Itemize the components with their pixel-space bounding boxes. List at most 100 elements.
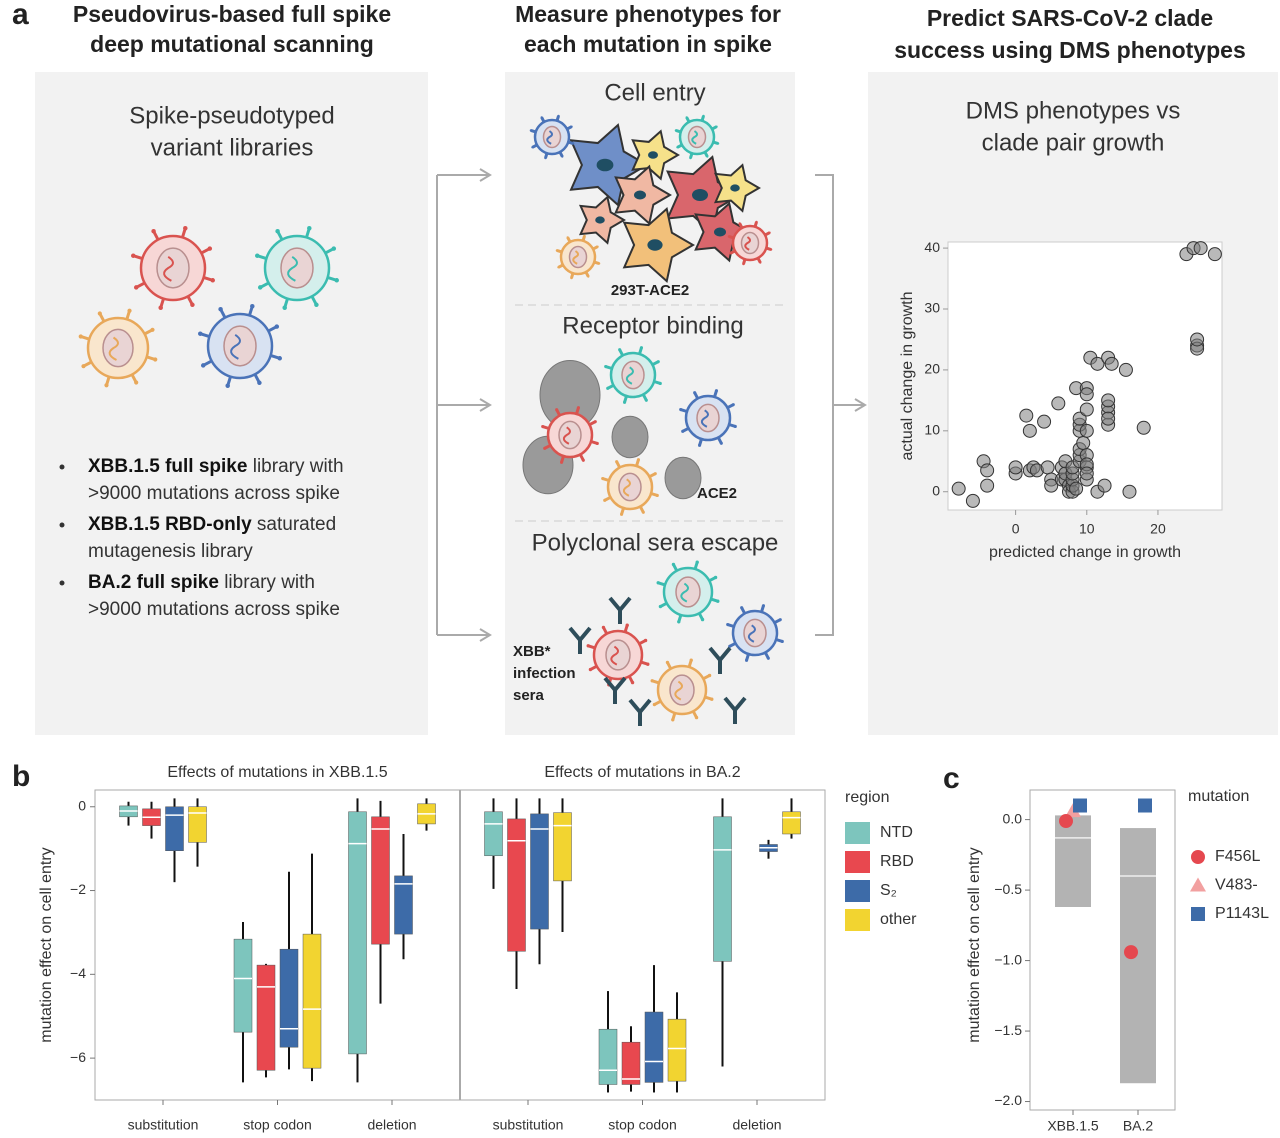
genome <box>163 255 174 282</box>
spike-tip <box>131 253 136 258</box>
section-label: infection <box>513 665 576 682</box>
box <box>598 1028 618 1085</box>
spike-tip <box>780 639 784 643</box>
spike-tip <box>698 443 702 447</box>
spike-tip <box>685 116 688 119</box>
point <box>965 493 980 508</box>
virus-icon <box>586 623 650 687</box>
spike-tip <box>714 389 718 393</box>
virus-icon <box>656 560 720 624</box>
spike-tip <box>630 680 635 685</box>
column-title: Pseudovirus-based full spike <box>73 1 391 27</box>
nucleus <box>634 190 646 200</box>
virus-icon <box>541 406 599 464</box>
column-title: each mutation in spike <box>524 31 772 57</box>
marker <box>1138 798 1152 813</box>
genome <box>287 255 298 282</box>
spike-tip <box>250 304 255 309</box>
spike-tip <box>695 560 699 564</box>
genome <box>747 624 756 643</box>
spike-tip <box>679 408 683 412</box>
spike-tip <box>314 302 319 308</box>
virus-icon <box>255 226 339 310</box>
y-tick-label: 40 <box>924 239 940 255</box>
y-tick-label: −2.0 <box>994 1092 1022 1108</box>
spike-tip <box>742 262 745 266</box>
core <box>102 328 134 368</box>
bullet-line: library with <box>253 456 344 477</box>
legend-label: P1143L <box>1215 905 1269 922</box>
spike-tip <box>731 403 735 407</box>
spike-tip <box>190 302 195 308</box>
point <box>1072 411 1087 426</box>
y-tick-label: −1.5 <box>994 1022 1022 1038</box>
spike-tip <box>275 228 280 234</box>
point <box>1104 356 1119 371</box>
point <box>1079 466 1094 481</box>
spike-tip <box>706 155 709 158</box>
spike-tip <box>557 114 560 118</box>
point <box>1101 393 1116 408</box>
bullet-text: BA.2 full spike library with <box>88 572 315 593</box>
spike-tip <box>644 398 648 402</box>
spike-tip <box>700 617 705 622</box>
spike-tip <box>81 364 86 369</box>
box <box>644 1011 664 1083</box>
spike-tip <box>694 715 699 720</box>
bullet-text: XBB.1.5 RBD-only saturated <box>88 514 336 535</box>
column-subtitle: clade pair growth <box>982 129 1165 156</box>
spike-tip <box>769 248 773 251</box>
legend-label: F456L <box>1215 848 1260 865</box>
legend-marker <box>1190 877 1206 892</box>
spike-tip <box>561 155 564 158</box>
virus-icon <box>601 458 659 516</box>
spike-tip <box>257 380 262 386</box>
spike-tip <box>713 575 718 580</box>
legend-title: region <box>845 789 889 806</box>
spike-tip <box>588 667 593 672</box>
spike-tip <box>778 618 782 622</box>
spike-tip <box>183 226 188 231</box>
y-tick-label: −0.5 <box>994 881 1022 897</box>
x-tick-label: deletion <box>367 1117 416 1133</box>
y-tick-label: −4 <box>70 965 86 981</box>
core <box>669 674 695 706</box>
antibody <box>723 696 747 724</box>
virus-icon <box>555 234 601 280</box>
bullet-line: mutagenesis library <box>88 541 253 562</box>
y-axis-label: mutation effect on cell entry <box>38 847 55 1042</box>
box <box>256 964 276 1071</box>
spike-tip <box>603 498 607 502</box>
ace2-protein <box>664 456 702 500</box>
spike-tip <box>733 424 737 428</box>
y-tick-label: 10 <box>924 422 940 438</box>
y-axis-label: actual change in growth <box>899 292 916 461</box>
spike-tip <box>587 275 590 278</box>
marker <box>1073 798 1087 813</box>
y-axis-label: mutation effect on cell entry <box>966 847 983 1042</box>
box <box>371 816 390 945</box>
spike-tip <box>601 625 606 630</box>
spike-tip <box>133 285 139 290</box>
section-title: Polyclonal sera escape <box>532 529 779 556</box>
spike-tip <box>104 383 109 388</box>
box <box>782 811 801 835</box>
spike-tip <box>710 697 714 701</box>
spike-tip <box>595 441 599 445</box>
legend-label: NTD <box>880 824 913 841</box>
spike-tip <box>716 142 720 145</box>
x-axis-label: predicted change in growth <box>989 544 1181 561</box>
section-title: Receptor binding <box>562 312 743 339</box>
spike-tip <box>127 308 132 313</box>
core <box>696 403 720 433</box>
spike-tip <box>740 606 744 610</box>
spike-tip <box>646 662 650 666</box>
box <box>713 816 732 962</box>
spike-tip <box>596 245 599 248</box>
spike-tip <box>257 285 263 290</box>
point <box>1193 241 1208 256</box>
antibody <box>568 626 592 654</box>
spike-tip <box>334 278 339 283</box>
y-tick-label: 20 <box>924 361 940 377</box>
core <box>618 472 642 502</box>
